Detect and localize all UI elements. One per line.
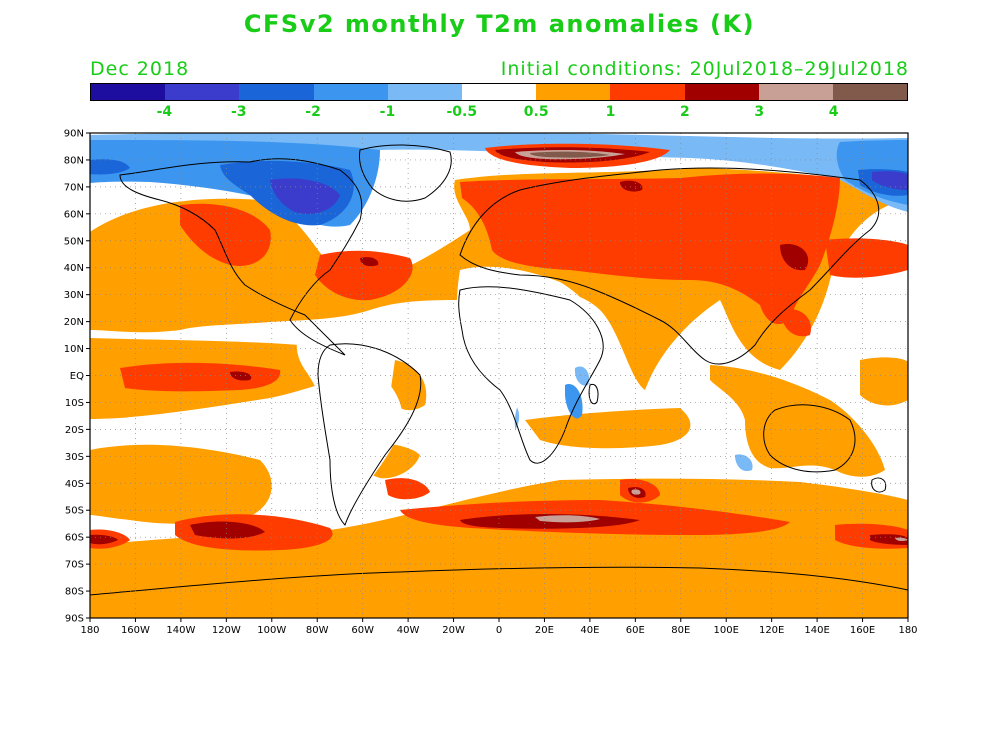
lat-label: 60N [64, 209, 84, 220]
colorbar-swatch [165, 84, 240, 100]
lat-label: 40S [65, 479, 84, 490]
colorbar-label: 4 [828, 104, 839, 120]
lat-label: 50N [64, 236, 84, 247]
lon-label: 80E [671, 625, 690, 636]
colorbar-label: -4 [156, 104, 173, 120]
lat-label: 40N [64, 263, 84, 274]
lon-label: 80W [306, 625, 329, 636]
lat-label: 80S [65, 587, 84, 598]
lon-label: 160E [850, 625, 875, 636]
lon-label: 140E [804, 625, 829, 636]
lat-label: 90N [64, 129, 84, 140]
colorbar-labels: -4 -3 -2 -1 -0.5 0.5 1 2 3 4 [90, 104, 908, 122]
lat-label: 30N [64, 290, 84, 301]
colorbar-swatch [832, 84, 908, 100]
colorbar-swatch [758, 84, 833, 100]
colorbar [90, 83, 908, 101]
lon-label: 120E [759, 625, 784, 636]
lat-label: 30S [65, 452, 84, 463]
colorbar-label: -0.5 [446, 104, 478, 120]
latitude-axis: 90N 80N 70N 60N 50N 40N 30N 20N 10N EQ 10S 20S 30S 40… [64, 129, 90, 625]
colorbar-swatch [610, 84, 685, 100]
lon-label: 120W [212, 625, 241, 636]
lat-label: 60S [65, 533, 84, 544]
lat-label: 80N [64, 155, 84, 166]
colorbar-label: -1 [379, 104, 396, 120]
lon-label: 0 [496, 625, 502, 636]
colorbar-label: 3 [754, 104, 765, 120]
longitude-axis: 180 160W 140W 120W 100W 80W 60W 40W 20W 0 20E 40E 60… [80, 618, 918, 636]
colorbar-label: -3 [230, 104, 247, 120]
lat-label: 10S [65, 398, 84, 409]
colorbar-swatch [536, 84, 611, 100]
lat-label: EQ [70, 371, 84, 382]
lon-label: 40E [580, 625, 599, 636]
colorbar-label: 1 [605, 104, 616, 120]
lon-label: 40W [397, 625, 420, 636]
forecast-month: Dec 2018 [90, 58, 190, 80]
colorbar-swatch [461, 84, 537, 100]
coastlines [90, 144, 908, 596]
lat-label: 70N [64, 182, 84, 193]
colorbar-swatch [313, 84, 388, 100]
initial-conditions: Initial conditions: 20Jul2018–29Jul2018 [500, 58, 909, 80]
lon-label: 20W [442, 625, 465, 636]
anomaly-red [90, 143, 908, 551]
lat-label: 20S [65, 425, 84, 436]
lon-label: 60W [351, 625, 374, 636]
lat-label: 70S [65, 560, 84, 571]
lat-label: 50S [65, 506, 84, 517]
lon-label: 100W [257, 625, 286, 636]
lat-label: 90S [65, 614, 84, 625]
lon-label: 160W [121, 625, 150, 636]
map-gridlines [90, 133, 908, 618]
lon-label: 180 [898, 625, 917, 636]
lon-label: 140W [166, 625, 195, 636]
lon-label: 20E [535, 625, 554, 636]
colorbar-swatch [684, 84, 759, 100]
lon-label: 60E [626, 625, 645, 636]
colorbar-swatch [387, 84, 462, 100]
colorbar-swatch [239, 84, 314, 100]
lat-label: 10N [64, 344, 84, 355]
lon-label: 100E [714, 625, 739, 636]
colorbar-label: 2 [680, 104, 690, 120]
anomaly-deepblue [270, 171, 908, 215]
colorbar-swatch [91, 84, 166, 100]
lon-label: 180 [80, 625, 99, 636]
chart-title: CFSv2 monthly T2m anomalies (K) [243, 10, 756, 38]
colorbar-label: 0.5 [523, 104, 549, 120]
colorbar-label: -2 [305, 104, 321, 120]
lat-label: 20N [64, 317, 84, 328]
